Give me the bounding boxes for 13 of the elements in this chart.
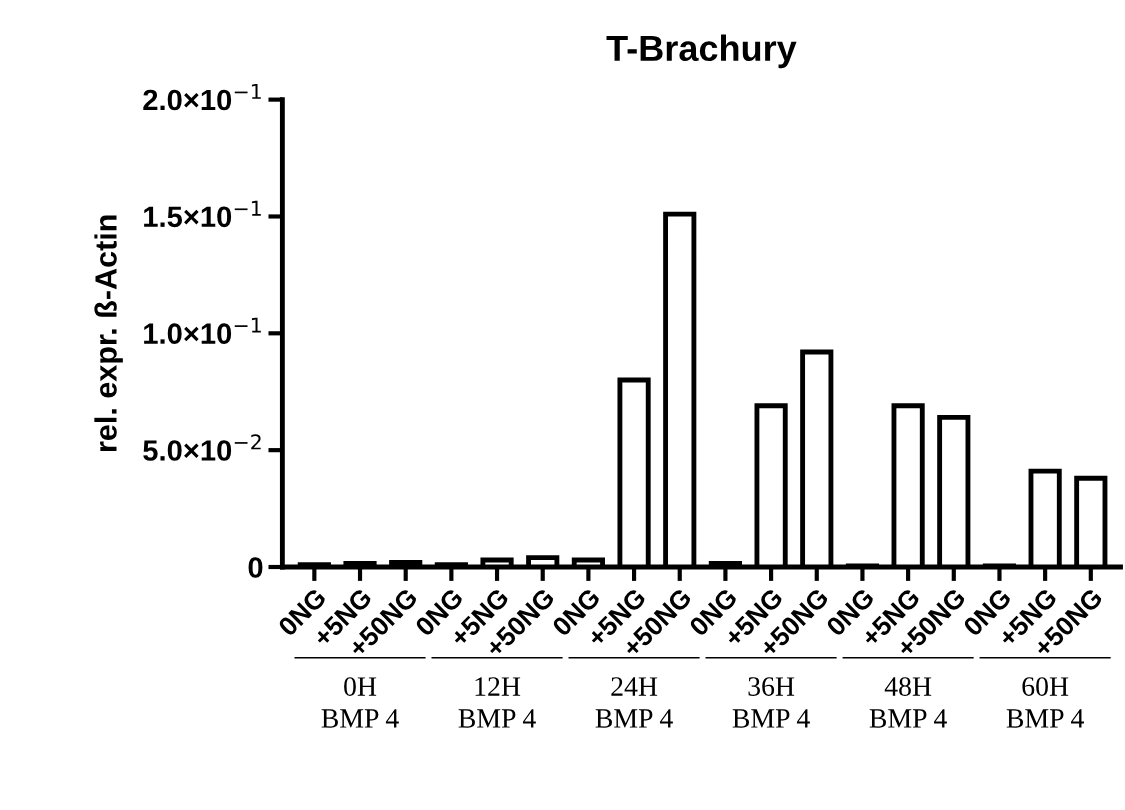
text: 48H BMP 4 <box>869 677 947 728</box>
y-tick-label: 0 <box>248 557 263 578</box>
text: 24H BMP 4 <box>595 677 673 728</box>
chart-title: T-Brachury <box>606 34 797 69</box>
y-tick-label: 2.0×10$^{−1}$ <box>143 83 261 111</box>
y-tick-label: 5.0×10$^{−2}$ <box>143 434 261 461</box>
y-tick-label: 1.0×10$^{−1}$ <box>144 317 261 344</box>
text: 36H BMP 4 <box>732 677 810 728</box>
text: 60H BMP 4 <box>1006 677 1084 728</box>
text: 12H BMP 4 <box>458 677 536 728</box>
y-tick-label: 1.5×10$^{−1}$ <box>144 200 261 228</box>
y-axis-title: rel. expr. ß-Actin <box>94 215 123 451</box>
text: 0H BMP 4 <box>321 677 399 728</box>
